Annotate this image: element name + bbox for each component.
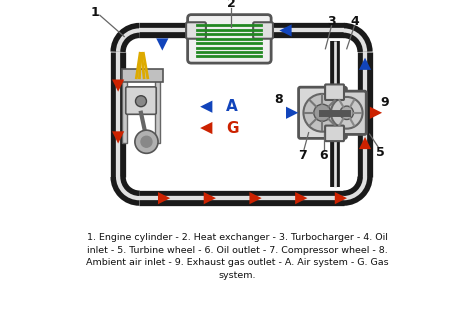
Circle shape — [136, 96, 146, 107]
Circle shape — [331, 97, 363, 128]
FancyBboxPatch shape — [327, 91, 366, 134]
FancyBboxPatch shape — [299, 87, 346, 138]
FancyBboxPatch shape — [122, 76, 127, 143]
FancyBboxPatch shape — [325, 126, 344, 141]
Text: 1. Engine cylinder - 2. Heat exchanger - 3. Turbocharger - 4. Oil
inlet - 5. Tur: 1. Engine cylinder - 2. Heat exchanger -… — [86, 233, 388, 279]
FancyBboxPatch shape — [126, 87, 156, 114]
Circle shape — [141, 136, 152, 147]
Text: 7: 7 — [298, 149, 307, 162]
Circle shape — [303, 94, 341, 132]
Text: 1: 1 — [91, 6, 100, 19]
Text: 8: 8 — [274, 92, 283, 106]
Text: 6: 6 — [319, 149, 328, 162]
Text: 2: 2 — [227, 0, 235, 10]
Circle shape — [314, 104, 331, 121]
FancyBboxPatch shape — [122, 69, 163, 82]
FancyBboxPatch shape — [186, 22, 206, 39]
Text: 9: 9 — [381, 96, 389, 109]
Text: 4: 4 — [350, 15, 359, 28]
Text: 5: 5 — [376, 146, 384, 159]
FancyBboxPatch shape — [155, 76, 160, 143]
Circle shape — [340, 106, 354, 119]
Text: G: G — [226, 120, 239, 136]
Text: A: A — [226, 99, 238, 114]
FancyBboxPatch shape — [188, 14, 271, 63]
Text: 3: 3 — [327, 15, 336, 28]
Circle shape — [135, 130, 158, 153]
FancyBboxPatch shape — [325, 84, 344, 100]
FancyBboxPatch shape — [253, 22, 273, 39]
